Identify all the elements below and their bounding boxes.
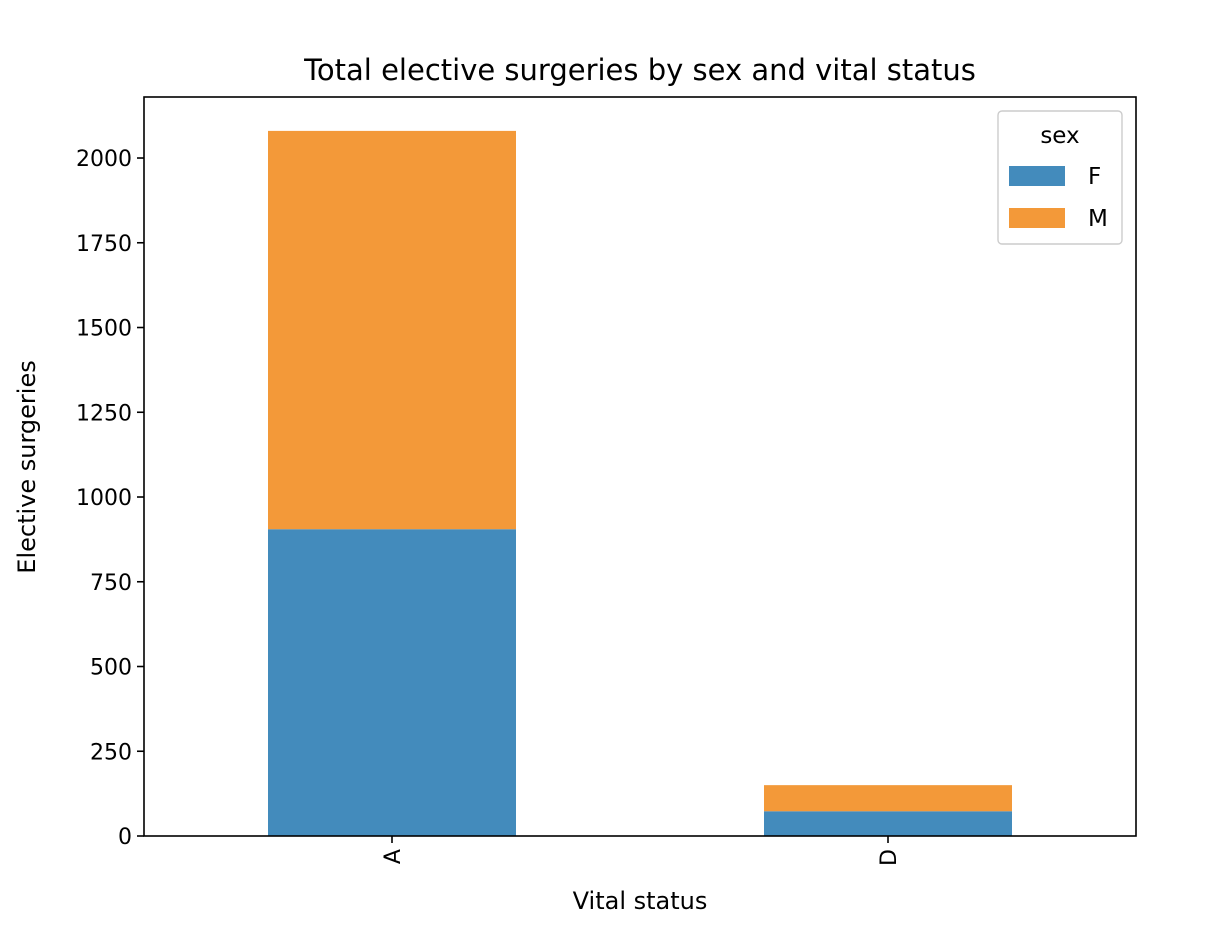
y-tick-label: 2000	[76, 147, 132, 172]
bar-M-D	[764, 785, 1012, 812]
y-tick-label: 500	[90, 656, 132, 681]
legend-entries: FM	[1009, 164, 1108, 232]
y-tick-label: 250	[90, 740, 132, 765]
legend-swatch-F	[1009, 166, 1065, 186]
x-tick-label-D: D	[877, 849, 902, 866]
x-axis-label: Vital status	[573, 887, 708, 915]
bar-M-A	[268, 130, 516, 530]
bar-F-D	[764, 811, 1012, 836]
y-tick-label: 750	[90, 571, 132, 596]
plot-area-frame	[143, 96, 1137, 837]
legend-swatch-M	[1009, 208, 1065, 228]
y-axis-label: Elective surgeries	[13, 360, 41, 573]
bars-group	[268, 130, 1012, 836]
y-tick-label: 1500	[76, 317, 132, 342]
bar-F-A	[268, 529, 516, 836]
y-tick-label: 0	[118, 825, 132, 850]
x-tick-label-A: A	[381, 849, 406, 864]
y-axis-ticks: 0 250 500 750 1000 1250 1500 1750 2000	[76, 147, 144, 850]
y-tick-label: 1250	[76, 401, 132, 426]
legend-title: sex	[1040, 123, 1079, 149]
legend-label-F: F	[1088, 164, 1101, 190]
y-tick-label: 1750	[76, 232, 132, 257]
y-tick-label: 1000	[76, 486, 132, 511]
legend-label-M: M	[1088, 206, 1108, 232]
legend: sex FM	[997, 110, 1123, 245]
chart-title: Total elective surgeries by sex and vita…	[303, 53, 976, 87]
